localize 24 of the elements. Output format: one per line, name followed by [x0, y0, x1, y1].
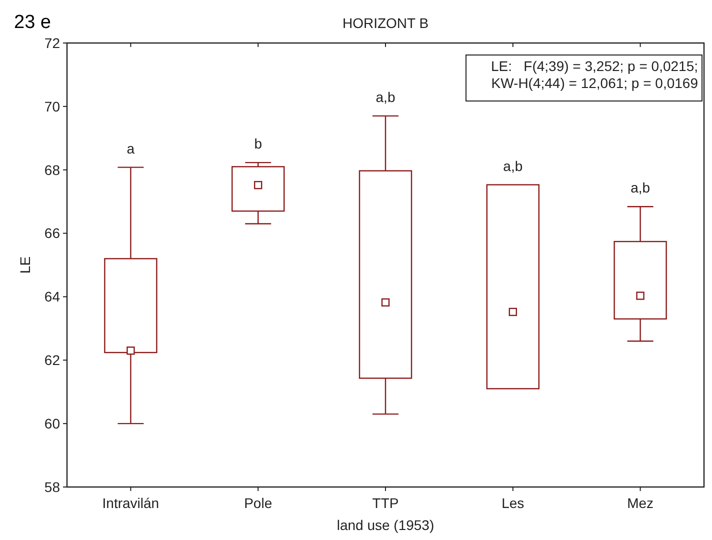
- y-tick-label: 66: [44, 225, 60, 242]
- annotation: LE: F(4;39) = 3,252; p = 0,0215;: [490, 58, 698, 74]
- annotation: a: [126, 140, 135, 156]
- text: 23 e: [14, 12, 51, 33]
- x-tick-label: Les: [502, 495, 524, 511]
- y-axis-title: LE: [17, 256, 33, 274]
- y-tick-label: 64: [44, 288, 60, 305]
- y-tick-label: 58: [44, 478, 60, 495]
- x-tick-label: Mez: [627, 495, 654, 511]
- y-tick-label: 70: [44, 98, 60, 114]
- annotation: b: [254, 136, 262, 152]
- annotation: a,b: [630, 180, 650, 196]
- y-tick-label: 62: [44, 352, 60, 368]
- y-tick-label: 72: [44, 34, 60, 51]
- y-tick-label: 68: [44, 162, 60, 178]
- annotation: a,b: [376, 88, 396, 105]
- annotation: KW-H(4;44) = 12,061; p = 0,0169: [491, 75, 698, 91]
- annotation: a,b: [503, 158, 523, 174]
- y-tick-label: 60: [44, 415, 60, 432]
- x-axis-title: land use (1953): [336, 517, 434, 533]
- x-tick-label: Intravilán: [102, 495, 160, 511]
- chart-title: HORIZONT B: [342, 15, 429, 31]
- x-tick-label: Pole: [244, 495, 272, 511]
- x-tick-label: TTP: [372, 495, 399, 511]
